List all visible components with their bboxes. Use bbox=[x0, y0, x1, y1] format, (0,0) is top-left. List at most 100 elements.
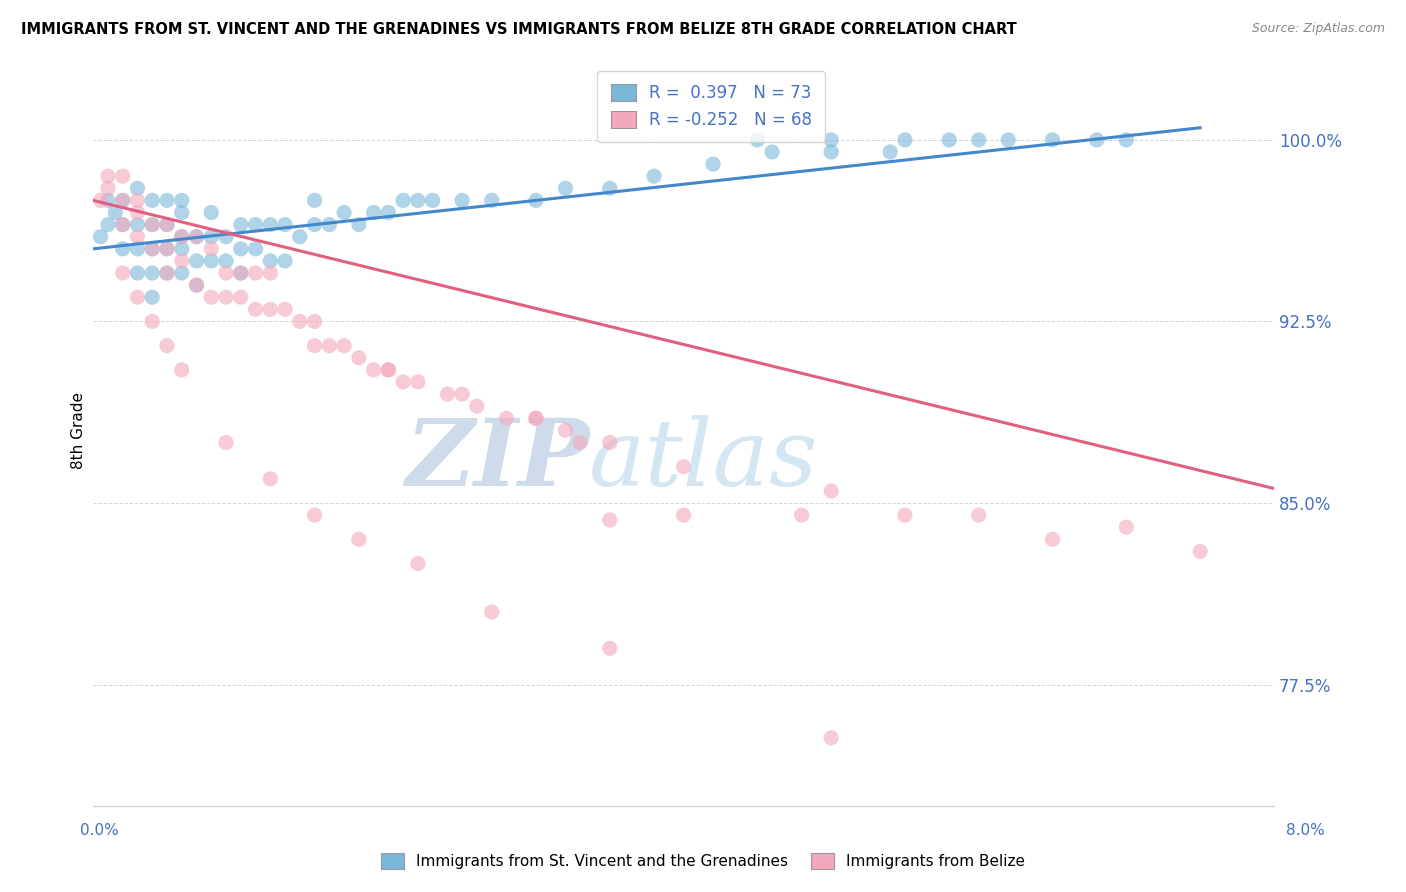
Point bbox=[186, 278, 208, 293]
Y-axis label: 8th Grade: 8th Grade bbox=[72, 392, 86, 469]
Point bbox=[318, 218, 340, 232]
Point bbox=[141, 242, 163, 256]
Point bbox=[141, 242, 163, 256]
Point bbox=[1042, 133, 1064, 147]
Point bbox=[215, 435, 238, 450]
Point bbox=[436, 387, 458, 401]
Point bbox=[495, 411, 517, 425]
Point bbox=[820, 133, 842, 147]
Point bbox=[274, 302, 297, 317]
Point bbox=[1085, 133, 1108, 147]
Point bbox=[524, 194, 547, 208]
Point bbox=[790, 508, 813, 522]
Point bbox=[229, 290, 252, 304]
Point bbox=[141, 194, 163, 208]
Point bbox=[318, 339, 340, 353]
Point bbox=[894, 508, 917, 522]
Point bbox=[127, 266, 149, 280]
Point bbox=[156, 266, 179, 280]
Point bbox=[304, 194, 326, 208]
Text: 0.0%: 0.0% bbox=[80, 823, 120, 838]
Point bbox=[127, 205, 149, 219]
Point bbox=[170, 363, 193, 377]
Point bbox=[672, 508, 695, 522]
Point bbox=[894, 133, 917, 147]
Point bbox=[274, 218, 297, 232]
Point bbox=[524, 411, 547, 425]
Point bbox=[229, 218, 252, 232]
Point bbox=[141, 314, 163, 328]
Point bbox=[245, 218, 267, 232]
Point bbox=[761, 145, 783, 159]
Point bbox=[104, 205, 127, 219]
Point bbox=[111, 266, 134, 280]
Point bbox=[347, 351, 370, 365]
Point bbox=[347, 533, 370, 547]
Point bbox=[215, 254, 238, 268]
Point bbox=[820, 731, 842, 745]
Point bbox=[186, 254, 208, 268]
Text: 8.0%: 8.0% bbox=[1285, 823, 1324, 838]
Point bbox=[288, 229, 311, 244]
Point bbox=[392, 375, 415, 389]
Text: atlas: atlas bbox=[589, 416, 818, 506]
Point bbox=[97, 194, 120, 208]
Point bbox=[156, 242, 179, 256]
Point bbox=[1189, 544, 1212, 558]
Point bbox=[1042, 533, 1064, 547]
Point bbox=[1115, 133, 1137, 147]
Point bbox=[200, 205, 222, 219]
Point bbox=[200, 242, 222, 256]
Point bbox=[333, 205, 356, 219]
Point bbox=[967, 508, 990, 522]
Point bbox=[377, 363, 399, 377]
Point bbox=[820, 145, 842, 159]
Point bbox=[90, 194, 112, 208]
Point bbox=[156, 194, 179, 208]
Point bbox=[229, 266, 252, 280]
Point bbox=[304, 218, 326, 232]
Point bbox=[156, 339, 179, 353]
Point bbox=[170, 205, 193, 219]
Point bbox=[170, 266, 193, 280]
Point bbox=[170, 194, 193, 208]
Point bbox=[156, 266, 179, 280]
Point bbox=[200, 290, 222, 304]
Point bbox=[259, 218, 281, 232]
Point bbox=[747, 133, 769, 147]
Point bbox=[967, 133, 990, 147]
Point bbox=[451, 194, 474, 208]
Point bbox=[127, 218, 149, 232]
Point bbox=[200, 254, 222, 268]
Point bbox=[997, 133, 1019, 147]
Point bbox=[347, 218, 370, 232]
Point bbox=[672, 459, 695, 474]
Text: Source: ZipAtlas.com: Source: ZipAtlas.com bbox=[1251, 22, 1385, 36]
Point bbox=[127, 194, 149, 208]
Point bbox=[304, 339, 326, 353]
Point bbox=[170, 254, 193, 268]
Point bbox=[333, 339, 356, 353]
Point bbox=[406, 375, 429, 389]
Point bbox=[304, 314, 326, 328]
Point bbox=[363, 205, 385, 219]
Point bbox=[599, 435, 621, 450]
Point bbox=[111, 169, 134, 184]
Point bbox=[245, 302, 267, 317]
Point bbox=[938, 133, 960, 147]
Point bbox=[111, 242, 134, 256]
Point bbox=[186, 278, 208, 293]
Point bbox=[599, 641, 621, 656]
Point bbox=[186, 229, 208, 244]
Point bbox=[90, 229, 112, 244]
Point bbox=[259, 302, 281, 317]
Point bbox=[170, 229, 193, 244]
Point bbox=[259, 266, 281, 280]
Point bbox=[643, 169, 665, 184]
Point bbox=[111, 194, 134, 208]
Point bbox=[554, 181, 576, 195]
Point bbox=[377, 363, 399, 377]
Point bbox=[156, 218, 179, 232]
Legend: R =  0.397   N = 73, R = -0.252   N = 68: R = 0.397 N = 73, R = -0.252 N = 68 bbox=[598, 71, 825, 143]
Point bbox=[200, 229, 222, 244]
